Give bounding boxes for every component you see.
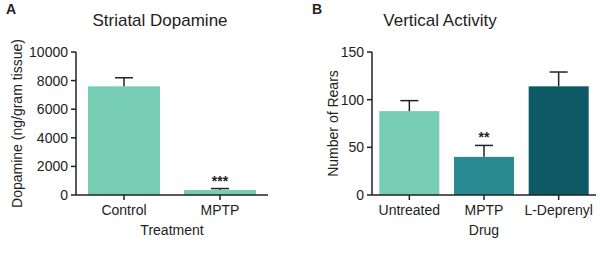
x-tick-label: Control — [101, 202, 146, 218]
y-tick-label: 8000 — [37, 73, 68, 89]
y-tick-label: 6000 — [37, 101, 68, 117]
y-axis — [75, 52, 77, 195]
x-tick — [123, 195, 125, 200]
significance: *** — [212, 173, 229, 189]
y-tick-label: 150 — [341, 44, 365, 60]
y-axis-label: Number of Rears — [325, 70, 341, 177]
y-axis — [371, 52, 373, 195]
bar — [529, 86, 589, 195]
panel: A Striatal Dopamine 0 2000 4000 6000 8000 10000… — [6, 1, 268, 238]
bar — [379, 111, 439, 195]
x-axis — [76, 194, 268, 196]
y-axis-label: Dopamine (ng/gram tissue) — [9, 39, 25, 208]
error-bar — [123, 78, 125, 87]
error-cap — [400, 100, 418, 102]
y-tick-label: 100 — [341, 92, 365, 108]
bar — [88, 86, 160, 195]
x-tick — [558, 195, 560, 200]
error-bar — [483, 145, 485, 156]
panel: B Vertical Activity 0 50 100 150 ** Untreated MP… — [312, 1, 596, 238]
x-tick-label: Untreated — [379, 202, 440, 218]
bars — [88, 78, 256, 195]
x-tick — [409, 195, 411, 200]
y-tick-label: 10000 — [29, 44, 68, 60]
bars — [379, 72, 588, 195]
title: Striatal Dopamine — [92, 11, 227, 30]
x-tick-label: MPTP — [201, 202, 240, 218]
error-bar — [409, 101, 411, 111]
y-tick-label: 4000 — [37, 130, 68, 146]
x-tick-label: L-Deprenyl — [524, 202, 592, 218]
x-tick — [219, 195, 221, 200]
y-tick-label: 0 — [60, 187, 68, 203]
figure: A Striatal Dopamine 0 2000 4000 6000 8000 10000… — [0, 0, 600, 257]
error-cap — [115, 77, 133, 79]
title: Vertical Activity — [383, 11, 497, 30]
error-bar — [558, 72, 560, 86]
bar — [454, 157, 514, 195]
x-axis-label: Treatment — [140, 222, 203, 238]
panel-label: A — [6, 1, 16, 17]
x-tick — [483, 195, 485, 200]
significance: ** — [479, 129, 490, 145]
x-tick-label: MPTP — [465, 202, 504, 218]
panel-label: B — [312, 1, 322, 17]
x-axis-label: Drug — [469, 222, 499, 238]
bar — [184, 190, 256, 195]
error-cap — [550, 71, 568, 73]
y-tick-label: 2000 — [37, 158, 68, 174]
y-tick-label: 0 — [356, 187, 364, 203]
y-tick-label: 50 — [348, 139, 364, 155]
